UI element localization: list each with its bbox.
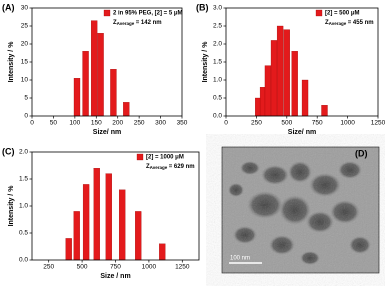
x-tick-label: 1000 (142, 264, 157, 271)
y-tick-label: 0.0 (19, 257, 28, 264)
bar (159, 243, 166, 261)
bar (301, 79, 309, 117)
bar (123, 102, 130, 117)
z-part: = 455 nm (348, 20, 374, 26)
panel-label: (D) (355, 148, 368, 158)
legend-swatch (315, 9, 323, 17)
bar (135, 211, 142, 261)
y-tick-label: 0.5 (213, 95, 222, 102)
y-tick-label: 0 (24, 113, 28, 120)
x-tick-label: 250 (134, 120, 145, 127)
x-tick-label: 300 (155, 120, 166, 127)
tem-image: 100 nm (221, 146, 380, 274)
bar (105, 173, 112, 261)
z-part: = 142 nm (136, 20, 162, 26)
y-tick-label: 10 (21, 77, 29, 84)
bar (82, 51, 89, 117)
bar (82, 184, 90, 261)
y-tick-label: 30 (21, 5, 29, 12)
panel-label: (C) (2, 146, 15, 156)
x-tick-label: 1250 (371, 120, 385, 127)
x-axis-title: Size / nm (100, 273, 130, 280)
y-tick-label: 2.0 (213, 41, 222, 48)
x-tick-label: 250 (43, 264, 54, 271)
z-part: Z (325, 20, 329, 26)
bar (73, 211, 80, 261)
x-tick-label: 350 (177, 120, 188, 127)
y-tick-label: 1.0 (19, 203, 28, 210)
x-tick-label: 750 (110, 264, 121, 271)
bar (93, 168, 100, 261)
z-average: ZAverage = 455 nm (325, 20, 374, 27)
z-average: ZAverage = 142 nm (113, 20, 162, 27)
z-part: = 629 nm (169, 164, 195, 170)
x-axis-title: Size/ nm (288, 129, 316, 136)
z-part: Average (117, 21, 135, 26)
z-part: Average (150, 165, 168, 170)
y-tick-label: 25 (21, 23, 29, 30)
legend-swatch (103, 9, 111, 17)
x-tick-label: 750 (312, 120, 323, 127)
x-tick-label: 150 (91, 120, 102, 127)
y-tick-label: 0.5 (19, 230, 28, 237)
y-tick-label: 0.0 (213, 113, 222, 120)
y-tick-label: 5 (24, 95, 28, 102)
panel-label: (B) (196, 2, 209, 12)
legend-label: 2 in 95% PEG, [2] = 5 μM (113, 11, 183, 17)
z-part: Average (329, 21, 347, 26)
x-tick-label: 500 (281, 120, 292, 127)
bar (283, 29, 290, 117)
y-tick-label: 15 (21, 59, 29, 66)
x-tick-label: 500 (77, 264, 88, 271)
x-tick-label: 0 (224, 120, 228, 127)
legend-label: [2] = 500 μM (325, 11, 360, 17)
bar (110, 69, 117, 117)
y-tick-label: 1.5 (19, 176, 28, 183)
z-part: Z (146, 164, 150, 170)
x-axis-title: Size/ nm (93, 129, 121, 136)
y-tick-label: 2.0 (19, 149, 28, 156)
y-tick-label: 3.0 (213, 5, 222, 12)
x-tick-label: 100 (69, 120, 80, 127)
y-axis-title: Intensity / % (202, 41, 209, 83)
legend-swatch (136, 153, 144, 161)
y-axis-title: Intensity / % (8, 185, 15, 227)
x-tick-label: 250 (251, 120, 262, 127)
y-tick-label: 1.0 (213, 77, 222, 84)
bar (270, 40, 278, 117)
x-tick-label: 1250 (175, 264, 190, 271)
y-tick-label: 20 (21, 41, 29, 48)
x-tick-label: 0 (30, 120, 34, 127)
z-part: Z (113, 20, 117, 26)
bar (119, 189, 126, 261)
z-average: ZAverage = 629 nm (146, 164, 195, 171)
x-tick-label: 1000 (340, 120, 355, 127)
y-tick-label: 2.5 (213, 23, 222, 30)
bar (73, 78, 81, 117)
x-tick-label: 200 (112, 120, 123, 127)
panel-label: (A) (2, 2, 15, 12)
bar (90, 20, 98, 117)
bar (264, 65, 272, 117)
bar (97, 33, 104, 117)
scale-bar-label: 100 nm (230, 256, 250, 262)
bar (321, 105, 328, 117)
x-tick-label: 50 (50, 120, 58, 127)
bar (291, 51, 298, 117)
legend-label: [2] = 1000 μM (146, 155, 184, 161)
y-axis-title: Intensity / % (8, 41, 15, 83)
bar (276, 25, 284, 117)
bar (65, 238, 72, 261)
y-tick-label: 1.5 (213, 59, 222, 66)
